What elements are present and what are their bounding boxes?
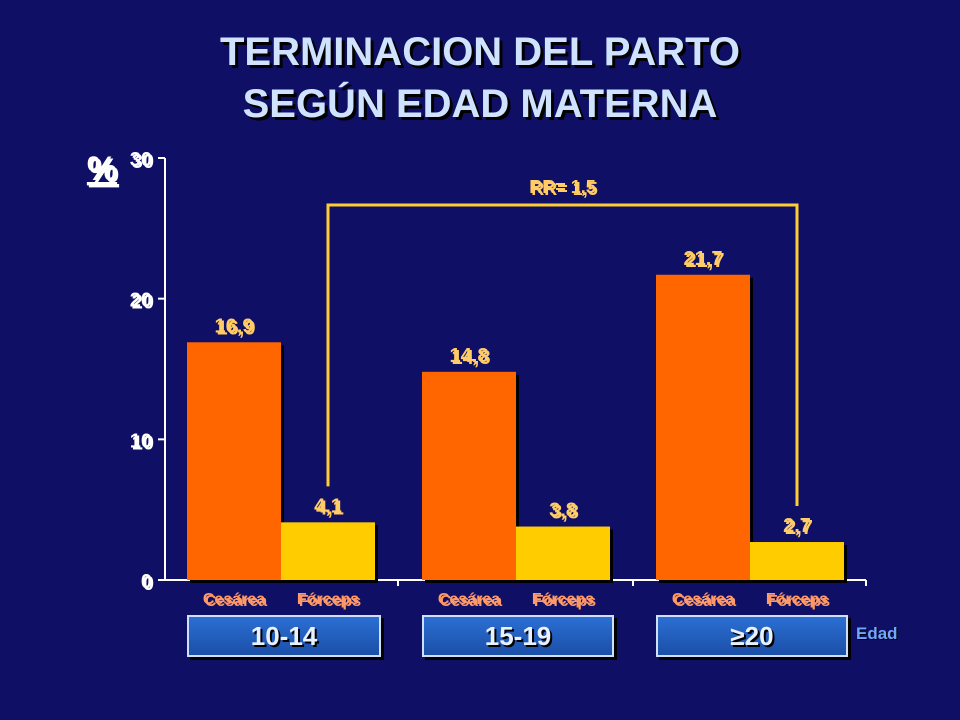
x-axis-label: Edad [856, 624, 898, 643]
age-group-label: 15-19 [422, 615, 614, 657]
chart-title-line2: SEGÚN EDAD MATERNA [242, 82, 718, 126]
bar-category-label-shadow: Fórceps [534, 593, 596, 610]
bar-cesarea [422, 371, 516, 580]
y-axis-label: % [87, 150, 117, 188]
rr-annotation-shadow: RR= 1,5 [531, 179, 598, 199]
data-label-shadow: 2,7 [785, 517, 813, 539]
bar-forceps [750, 542, 844, 580]
bar-category-label: Fórceps [532, 591, 594, 608]
bar-cesarea [187, 342, 281, 580]
bar-category-label-shadow: Fórceps [299, 593, 361, 610]
data-label-shadow: 21,7 [686, 250, 725, 272]
bar-forceps [281, 522, 375, 580]
data-label: 3,8 [549, 500, 577, 522]
y-tick-label: 10 [130, 430, 152, 452]
rr-annotation: RR= 1,5 [529, 177, 596, 197]
bar-cesarea [656, 274, 750, 580]
y-tick-label: 30 [130, 149, 152, 171]
bar-category-label: Cesárea [672, 591, 734, 608]
data-label: 21,7 [684, 248, 723, 270]
bar-category-label-shadow: Cesárea [674, 593, 736, 610]
bar-category-label-shadow: Cesárea [440, 593, 502, 610]
y-tick-label: 0 [141, 571, 152, 593]
data-label: 4,1 [314, 495, 342, 517]
bar-category-label: Fórceps [297, 591, 359, 608]
data-label-shadow: 16,9 [217, 317, 256, 339]
y-tick-label-shadow: 20 [132, 292, 154, 314]
rr-bracket [326, 203, 799, 507]
y-tick-label: 20 [130, 290, 152, 312]
bar-category-label-shadow: Cesárea [205, 593, 267, 610]
bar-category-label: Cesárea [203, 591, 265, 608]
data-label: 16,9 [215, 315, 254, 337]
y-tick-label-shadow: 0 [143, 573, 154, 595]
age-group-label: 10-14 [187, 615, 381, 657]
data-label-shadow: 14,8 [452, 347, 491, 369]
data-label-shadow: 4,1 [316, 497, 344, 519]
bar-category-label: Cesárea [438, 591, 500, 608]
y-tick-label-shadow: 30 [132, 151, 154, 173]
bar-forceps [516, 526, 610, 580]
y-axis-label-shadow: % [89, 152, 119, 190]
data-label: 14,8 [450, 345, 489, 367]
data-label-shadow: 3,8 [551, 502, 579, 524]
age-group-label: ≥20 [656, 615, 848, 657]
data-label: 2,7 [783, 515, 811, 537]
chart-title-line1: TERMINACION DEL PARTO [219, 30, 741, 74]
y-tick-label-shadow: 10 [132, 432, 154, 454]
bar-category-label-shadow: Fórceps [768, 593, 830, 610]
bar-category-label: Fórceps [766, 591, 828, 608]
